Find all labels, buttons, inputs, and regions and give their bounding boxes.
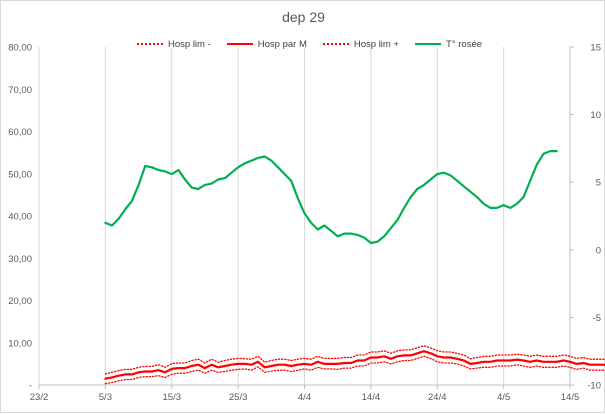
y-left-tick-label: 10,00 [8,338,32,349]
y-right-tick-label: 0 [596,245,601,256]
x-tick-label: 15/3 [163,392,182,403]
x-tick-label: 23/2 [30,392,49,403]
series-line-1 [104,350,605,380]
y-right-tick-label: 10 [590,110,601,121]
y-left-tick-label: 60,00 [8,127,32,138]
y-left-tick-label: 80,00 [8,43,32,54]
legend: Hosp lim - Hosp par M Hosp lim + T° rosé… [137,37,482,51]
y-right-tick-label: -5 [593,313,601,324]
series-line-0 [104,355,605,385]
y-right-tick-label: -10 [587,381,601,392]
x-tick-label: 5/3 [99,392,112,403]
y-left-tick-label: 70,00 [8,85,32,96]
x-tick-label: 25/3 [229,392,248,403]
x-tick-label: 4/4 [298,392,311,403]
legend-swatch-hosp-lim-plus [322,43,349,45]
chart-title: dep 29 [282,9,325,25]
y-left-tick-label: 20,00 [8,296,32,307]
legend-item-t-rosee: T° rosée [415,39,482,50]
series-line-2 [104,345,605,375]
x-tick-label: 14/5 [561,392,580,403]
y-right-tick-label: 15 [590,43,601,54]
legend-label-hosp-par-m: Hosp par M [257,38,307,50]
y-left-tick-label: 30,00 [8,254,32,265]
x-tick-label: 24/4 [428,392,447,403]
legend-swatch-t-rosee [415,43,442,45]
y-left-tick-label: 50,00 [8,169,32,180]
series-line-3 [104,150,558,245]
legend-label-hosp-lim-minus: Hosp lim - [168,38,211,50]
legend-item-hosp-lim-plus: Hosp lim + [322,38,400,50]
legend-label-hosp-lim-plus: Hosp lim + [353,38,400,50]
y-left-tick-label: - [29,381,32,392]
legend-swatch-hosp-par-m [226,43,253,45]
x-tick-label: 4/5 [497,392,510,403]
legend-item-hosp-lim-minus: Hosp lim - [137,39,211,50]
legend-swatch-hosp-lim-minus [137,43,163,45]
y-right-tick-label: 5 [596,178,601,189]
y-left-tick-label: 40,00 [8,212,32,223]
legend-label-t-rosee: T° rosée [446,38,483,50]
legend-item-hosp-par-m: Hosp par M [226,38,307,50]
x-tick-label: 14/4 [362,392,381,403]
